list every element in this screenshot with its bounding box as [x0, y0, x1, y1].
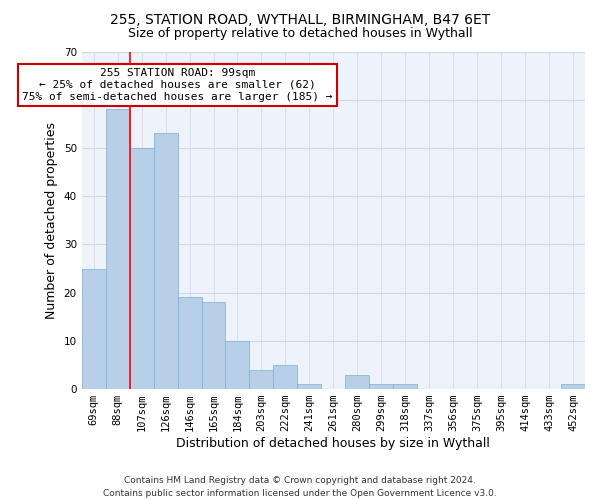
Bar — [130, 148, 154, 389]
Y-axis label: Number of detached properties: Number of detached properties — [45, 122, 58, 319]
Bar — [82, 268, 106, 389]
Text: 255, STATION ROAD, WYTHALL, BIRMINGHAM, B47 6ET: 255, STATION ROAD, WYTHALL, BIRMINGHAM, … — [110, 12, 490, 26]
Bar — [393, 384, 417, 389]
Bar — [274, 365, 298, 389]
Bar — [369, 384, 393, 389]
Bar — [226, 341, 250, 389]
X-axis label: Distribution of detached houses by size in Wythall: Distribution of detached houses by size … — [176, 437, 490, 450]
Bar — [561, 384, 585, 389]
Bar — [154, 134, 178, 389]
Text: 255 STATION ROAD: 99sqm
← 25% of detached houses are smaller (62)
75% of semi-de: 255 STATION ROAD: 99sqm ← 25% of detache… — [22, 68, 333, 102]
Bar — [250, 370, 274, 389]
Bar — [202, 302, 226, 389]
Bar — [346, 374, 369, 389]
Bar — [106, 110, 130, 389]
Bar — [298, 384, 322, 389]
Bar — [178, 298, 202, 389]
Text: Size of property relative to detached houses in Wythall: Size of property relative to detached ho… — [128, 28, 472, 40]
Text: Contains HM Land Registry data © Crown copyright and database right 2024.
Contai: Contains HM Land Registry data © Crown c… — [103, 476, 497, 498]
